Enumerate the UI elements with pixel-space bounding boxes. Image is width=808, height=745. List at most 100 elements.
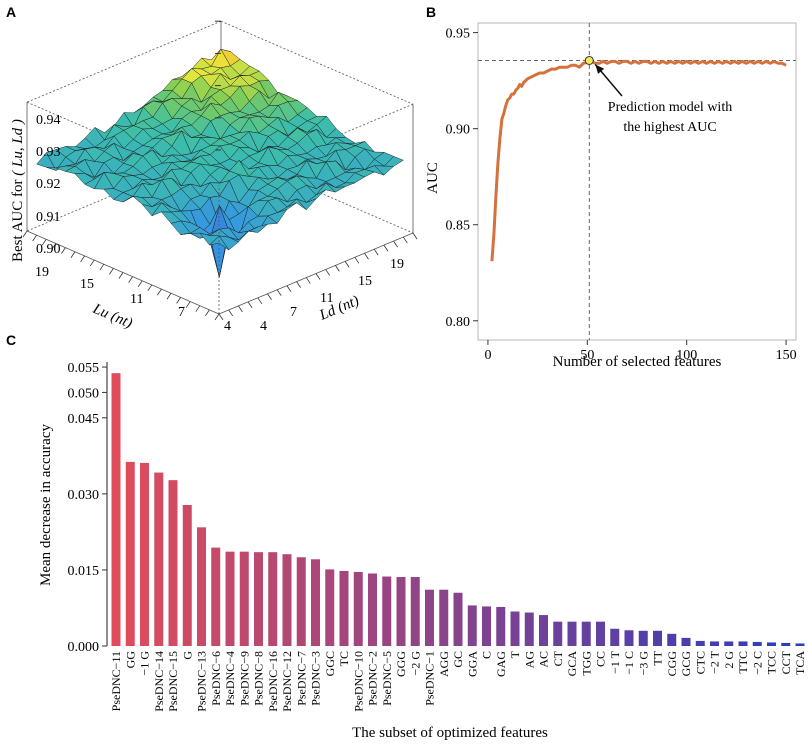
bar-20	[382, 576, 392, 646]
bar-17	[339, 570, 349, 646]
ld-tick-mark	[238, 305, 243, 313]
x-tick-label: GGC	[323, 651, 337, 676]
x-tick-label: GC	[451, 651, 465, 668]
bar-10	[239, 551, 249, 646]
lu-axis-ticks: 19 15 11 7 4	[35, 265, 231, 334]
bar-25	[453, 592, 463, 646]
ld-tick-mark	[325, 269, 331, 276]
x-tick-label: PseDNC−15	[166, 651, 180, 712]
bar-7	[197, 527, 206, 646]
z-axis-ticks: 0.90 0.91 0.92 0.93 0.94	[36, 113, 61, 257]
lu-tick-mark	[70, 251, 76, 258]
lu-tick-mark	[185, 301, 191, 308]
ld-tick-mark	[286, 285, 292, 292]
bar-42	[695, 640, 705, 646]
lu-tick-mark	[109, 268, 114, 275]
y-tick-label: 0.000	[68, 640, 100, 655]
ld-tick-label: 11	[320, 291, 333, 306]
x-tick-label: GAG	[494, 651, 508, 677]
lu-tick-mark	[80, 255, 85, 263]
x-tick-label: GGG	[394, 651, 408, 677]
x-tick-label: PseDNC−9	[237, 651, 251, 706]
bar-45	[738, 641, 748, 646]
x-tick-label: GCG	[679, 651, 693, 677]
z-axis-label-vars: ( Lu, Ld )	[10, 119, 26, 176]
bar-13	[282, 554, 292, 646]
plot-frame	[477, 22, 797, 341]
ld-tick-mark	[305, 277, 311, 284]
box-edge	[26, 20, 222, 103]
z-axis-label-text: Best AUC for	[10, 179, 26, 262]
bar-5	[168, 480, 178, 646]
lu-tick-mark	[51, 243, 57, 250]
x-tick-label: −2 T	[708, 650, 722, 674]
highest-auc-marker	[584, 55, 594, 65]
y-tick-label: 0.90	[446, 123, 471, 138]
x-tick-label: AC	[537, 651, 551, 668]
bar-30	[524, 612, 534, 646]
bar-16	[325, 569, 335, 646]
x-tick-label: PseDNC−1	[423, 651, 437, 706]
x-tick-label: GG	[123, 651, 137, 669]
z-tick-label: 0.92	[36, 177, 61, 192]
x-tick-label: −2 G	[408, 651, 422, 676]
ld-tick-mark	[218, 313, 224, 321]
lu-tick-mark	[61, 247, 66, 254]
bar-49	[795, 643, 805, 646]
ld-tick-label: 7	[290, 305, 297, 320]
x-tick-label: 100	[676, 348, 697, 363]
lu-tick-mark	[41, 239, 47, 246]
y-axis-ticks: 0.000 0.015 0.030 0.045 0.050 0.055	[68, 361, 107, 655]
lu-tick-mark	[137, 280, 143, 288]
bar-26	[467, 605, 477, 646]
x-tick-label: PseDNC−13	[195, 651, 209, 712]
x-tick-label: −1 T	[608, 650, 622, 674]
x-tick-label: 0	[484, 348, 491, 363]
x-tick-label: TC	[337, 651, 351, 666]
surface-front-box	[22, 20, 418, 321]
surface-cell	[208, 235, 229, 251]
lu-tick-label: 19	[35, 265, 49, 280]
lu-tick-mark	[166, 293, 172, 300]
x-tick-label: TT	[651, 650, 665, 665]
bar-36	[610, 628, 620, 646]
bar-43	[710, 641, 719, 646]
lu-tick-label: 15	[80, 277, 94, 292]
y-tick-label: 0.055	[68, 361, 100, 376]
x-axis-title: Number of selected features	[553, 354, 722, 370]
panel-label-b: B	[426, 4, 436, 20]
bar-1	[111, 373, 121, 646]
bar-2	[125, 461, 135, 646]
ld-tick-mark	[412, 232, 418, 240]
y-tick-label: 0.85	[446, 219, 471, 234]
bar-40	[667, 633, 677, 646]
bar-44	[724, 641, 734, 646]
x-tick-label: PseDNC−6	[209, 651, 223, 706]
series-line-auc	[490, 59, 787, 262]
bar-31	[539, 615, 548, 646]
panel-label-a: A	[6, 4, 16, 20]
bar-32	[553, 621, 563, 646]
x-tick-label: GGA	[465, 651, 479, 677]
x-tick-label: PseDNC−2	[366, 651, 380, 706]
bar-41	[681, 637, 691, 646]
x-tick-label: CCT	[779, 650, 793, 674]
x-tick-label: PseDNC−16	[266, 651, 280, 712]
x-tick-label: PseDNC−14	[152, 651, 166, 712]
lu-tick-mark	[89, 259, 95, 267]
annotation-line2: the highest AUC	[623, 120, 716, 135]
x-tick-label: PseDNC−5	[380, 651, 394, 706]
y-tick-label: 0.030	[68, 488, 100, 503]
lu-tick-mark	[147, 284, 153, 292]
x-tick-label: AGG	[437, 651, 451, 677]
ld-tick-mark	[315, 273, 321, 280]
z-axis-label: Best AUC for ( Lu, Ld )	[10, 119, 26, 262]
x-tick-label: CT	[551, 650, 565, 666]
panel-c-bar-chart: 0.000 0.015 0.030 0.045 0.050 0.055 PseDNC−11…	[38, 361, 807, 741]
bar-4	[154, 472, 164, 646]
lu-tick-mark	[128, 276, 133, 283]
x-tick-label: CGG	[665, 651, 679, 677]
bar-18	[353, 571, 363, 646]
x-tick-label: PseDNC−10	[351, 651, 365, 712]
